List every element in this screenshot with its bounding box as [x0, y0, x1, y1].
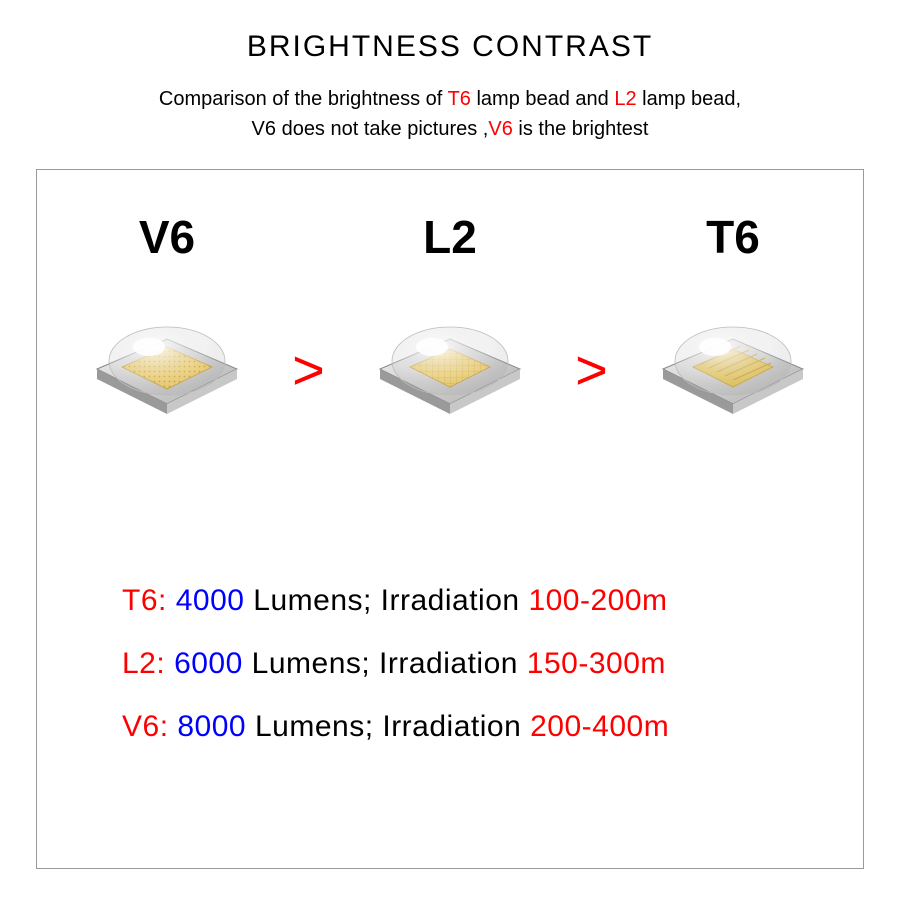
subtitle-line2a: V6 does not take pictures , — [252, 118, 489, 140]
spec-v6-lumens: 8000 — [177, 710, 246, 743]
chip-t6-icon — [643, 299, 823, 429]
spec-t6-label: Lumens; Irradiation — [244, 584, 528, 617]
subtitle-part2: lamp bead and — [471, 88, 614, 110]
spec-l2-range: 150-300m — [527, 647, 666, 680]
gt-1: > — [292, 337, 325, 402]
spec-l2-lumens: 6000 — [174, 647, 243, 680]
subtitle: Comparison of the brightness of T6 lamp … — [0, 84, 900, 144]
spec-l2: L2: 6000 Lumens; Irradiation 150-300m — [122, 632, 833, 695]
spec-t6-lumens: 4000 — [176, 584, 245, 617]
chip-v6-label: V6 — [139, 210, 195, 264]
chip-t6-label: T6 — [706, 210, 760, 264]
spec-v6-label: Lumens; Irradiation — [246, 710, 530, 743]
subtitle-l2: L2 — [614, 88, 636, 110]
chip-l2-label: L2 — [423, 210, 477, 264]
subtitle-line2b: is the brightest — [513, 118, 649, 140]
spec-l2-name: L2: — [122, 647, 165, 680]
chip-v6-icon — [77, 299, 257, 429]
chip-t6: T6 — [633, 210, 833, 429]
spec-v6-name: V6: — [122, 710, 169, 743]
page-title: BRIGHTNESS CONTRAST — [0, 30, 900, 64]
chips-row: V6 — [67, 210, 833, 429]
subtitle-part3: lamp bead, — [637, 88, 742, 110]
spec-t6-range: 100-200m — [528, 584, 667, 617]
spec-l2-label: Lumens; Irradiation — [243, 647, 527, 680]
spec-t6: T6: 4000 Lumens; Irradiation 100-200m — [122, 569, 833, 632]
chip-l2: L2 — [350, 210, 550, 429]
chip-v6: V6 — [67, 210, 267, 429]
gt-2: > — [575, 337, 608, 402]
subtitle-t6: T6 — [448, 88, 471, 110]
spec-t6-name: T6: — [122, 584, 167, 617]
spec-v6: V6: 8000 Lumens; Irradiation 200-400m — [122, 695, 833, 758]
spec-v6-range: 200-400m — [530, 710, 669, 743]
subtitle-v6: V6 — [488, 118, 512, 140]
comparison-box: V6 — [36, 169, 864, 869]
chip-l2-icon — [360, 299, 540, 429]
specs-list: T6: 4000 Lumens; Irradiation 100-200m L2… — [67, 569, 833, 758]
subtitle-part1: Comparison of the brightness of — [159, 88, 448, 110]
